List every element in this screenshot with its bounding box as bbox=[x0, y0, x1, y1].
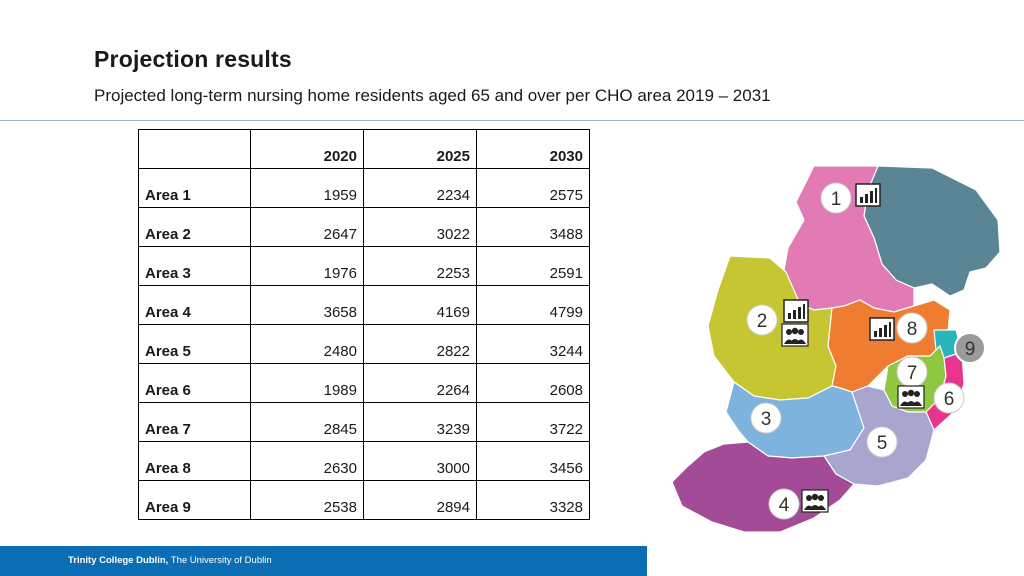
area-label: Area 4 bbox=[138, 285, 251, 325]
value-cell: 2575 bbox=[476, 168, 590, 208]
area-label: Area 9 bbox=[138, 480, 251, 520]
value-cell: 2264 bbox=[363, 363, 477, 403]
map-number-1: 1 bbox=[831, 189, 842, 210]
value-cell: 2822 bbox=[363, 324, 477, 364]
bar-chart-icon bbox=[855, 183, 881, 207]
map-marker-6: 6 bbox=[933, 382, 965, 414]
page-subtitle: Projected long-term nursing home residen… bbox=[94, 86, 771, 105]
map-marker-8: 8 bbox=[896, 312, 928, 344]
value-cell: 2253 bbox=[363, 246, 477, 286]
people-group-icon bbox=[781, 323, 809, 347]
value-cell: 3239 bbox=[363, 402, 477, 442]
value-cell: 2630 bbox=[250, 441, 364, 481]
area-label: Area 2 bbox=[138, 207, 251, 247]
header-cell: 2020 bbox=[250, 129, 364, 169]
value-cell: 3658 bbox=[250, 285, 364, 325]
footer-tagline: The University of Dublin bbox=[168, 555, 272, 566]
map-marker-9: 9 bbox=[954, 332, 986, 364]
value-cell: 2591 bbox=[476, 246, 590, 286]
value-cell: 2480 bbox=[250, 324, 364, 364]
area-label: Area 7 bbox=[138, 402, 251, 442]
value-cell: 2647 bbox=[250, 207, 364, 247]
value-cell: 2845 bbox=[250, 402, 364, 442]
map-number-4: 4 bbox=[779, 495, 790, 516]
table-row: Area 1 1959 2234 2575 bbox=[138, 168, 590, 208]
value-cell: 2234 bbox=[363, 168, 477, 208]
value-cell: 3328 bbox=[476, 480, 590, 520]
area-label: Area 8 bbox=[138, 441, 251, 481]
header-cell: 2025 bbox=[363, 129, 477, 169]
map-marker-3: 3 bbox=[750, 402, 782, 434]
map-number-7: 7 bbox=[907, 363, 918, 384]
value-cell: 2894 bbox=[363, 480, 477, 520]
value-cell: 4799 bbox=[476, 285, 590, 325]
map-number-8: 8 bbox=[907, 319, 918, 340]
map-marker-4: 4 bbox=[768, 488, 800, 520]
table-row: Area 6 1989 2264 2608 bbox=[138, 363, 590, 403]
area-label: Area 5 bbox=[138, 324, 251, 364]
map-number-3: 3 bbox=[761, 409, 772, 430]
value-cell: 1989 bbox=[250, 363, 364, 403]
table-row: Area 9 2538 2894 3328 bbox=[138, 480, 590, 520]
area-label: Area 6 bbox=[138, 363, 251, 403]
value-cell: 3000 bbox=[363, 441, 477, 481]
table-row: Area 2 2647 3022 3488 bbox=[138, 207, 590, 247]
footer-bar: Trinity College Dublin, The University o… bbox=[0, 546, 647, 576]
table-header-row: 2020 2025 2030 bbox=[138, 129, 590, 169]
area-label: Area 1 bbox=[138, 168, 251, 208]
value-cell: 2608 bbox=[476, 363, 590, 403]
map-marker-7: 7 bbox=[896, 356, 928, 388]
bar-chart-icon bbox=[783, 299, 809, 323]
header-divider bbox=[0, 120, 1024, 121]
page-title: Projection results bbox=[94, 46, 292, 72]
footer-institution: Trinity College Dublin, bbox=[68, 555, 169, 566]
value-cell: 3456 bbox=[476, 441, 590, 481]
header-cell: 2030 bbox=[476, 129, 590, 169]
map-marker-5: 5 bbox=[866, 426, 898, 458]
value-cell: 2538 bbox=[250, 480, 364, 520]
table-row: Area 5 2480 2822 3244 bbox=[138, 324, 590, 364]
people-group-icon bbox=[801, 489, 829, 513]
bar-chart-icon bbox=[869, 317, 895, 341]
header-cell bbox=[138, 129, 251, 169]
value-cell: 3488 bbox=[476, 207, 590, 247]
table-row: Area 7 2845 3239 3722 bbox=[138, 402, 590, 442]
value-cell: 1976 bbox=[250, 246, 364, 286]
map-number-9: 9 bbox=[965, 339, 976, 360]
value-cell: 3722 bbox=[476, 402, 590, 442]
footer-text: Trinity College Dublin, The University o… bbox=[68, 555, 272, 566]
value-cell: 1959 bbox=[250, 168, 364, 208]
ireland-cho-map: 1 2 3 4 5 6 7 8 9 bbox=[671, 165, 1000, 533]
table-row: Area 8 2630 3000 3456 bbox=[138, 441, 590, 481]
value-cell: 3022 bbox=[363, 207, 477, 247]
map-number-5: 5 bbox=[877, 433, 888, 454]
value-cell: 4169 bbox=[363, 285, 477, 325]
map-marker-1: 1 bbox=[820, 182, 852, 214]
table-row: Area 4 3658 4169 4799 bbox=[138, 285, 590, 325]
area-label: Area 3 bbox=[138, 246, 251, 286]
map-marker-2: 2 bbox=[746, 304, 778, 336]
map-number-6: 6 bbox=[944, 389, 955, 410]
value-cell: 3244 bbox=[476, 324, 590, 364]
table-row: Area 3 1976 2253 2591 bbox=[138, 246, 590, 286]
people-group-icon bbox=[897, 385, 925, 409]
map-number-2: 2 bbox=[757, 311, 768, 332]
